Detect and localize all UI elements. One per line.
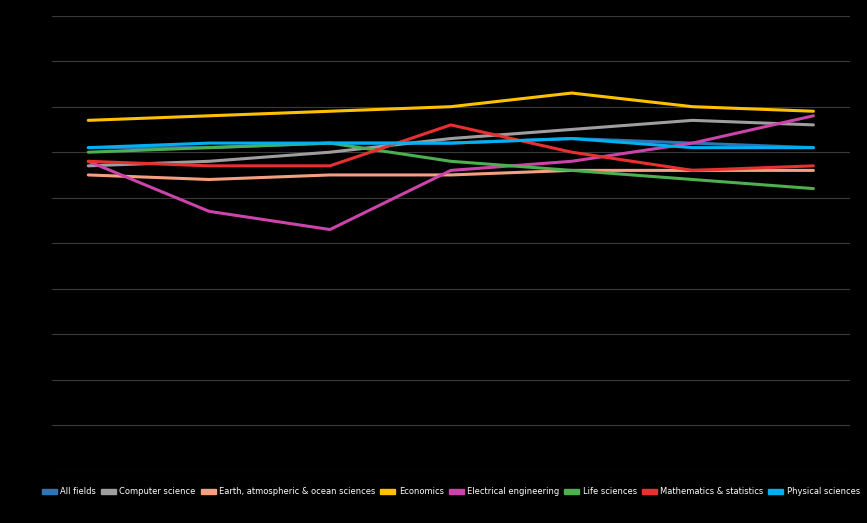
Legend: All fields, Computer science, Earth, atmospheric & ocean sciences, Economics, El: All fields, Computer science, Earth, atm… (38, 484, 864, 499)
